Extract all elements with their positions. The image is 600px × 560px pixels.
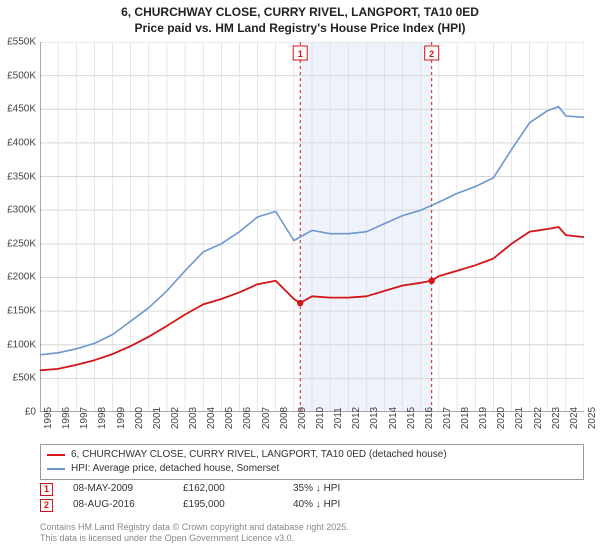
x-tick-label: 2011 <box>333 407 344 429</box>
x-tick-label: 2008 <box>279 407 290 429</box>
svg-text:2: 2 <box>429 49 434 59</box>
chart-svg: 12 <box>40 42 584 412</box>
y-tick-label: £400K <box>7 137 36 148</box>
chart-plot-area: 12 <box>40 42 584 412</box>
legend-row: 6, CHURCHWAY CLOSE, CURRY RIVEL, LANGPOR… <box>47 448 577 462</box>
x-tick-label: 2001 <box>152 407 163 429</box>
x-tick-label: 2009 <box>297 407 308 429</box>
legend-box: 6, CHURCHWAY CLOSE, CURRY RIVEL, LANGPOR… <box>40 444 584 480</box>
y-tick-label: £500K <box>7 70 36 81</box>
marker-date: 08-AUG-2016 <box>73 497 163 513</box>
x-tick-label: 2002 <box>170 407 181 429</box>
y-tick-label: £200K <box>7 272 36 283</box>
x-tick-label: 2015 <box>406 407 417 429</box>
y-tick-label: £0 <box>25 407 36 418</box>
legend-swatch <box>47 468 65 470</box>
y-tick-label: £250K <box>7 238 36 249</box>
x-tick-label: 2021 <box>514 407 525 429</box>
x-tick-label: 2007 <box>261 407 272 429</box>
x-tick-label: 2013 <box>369 407 380 429</box>
x-tick-label: 2024 <box>569 407 580 429</box>
y-tick-label: £100K <box>7 339 36 350</box>
x-tick-label: 2004 <box>206 407 217 429</box>
x-tick-label: 1998 <box>97 407 108 429</box>
x-tick-label: 2003 <box>188 407 199 429</box>
chart-title-line1: 6, CHURCHWAY CLOSE, CURRY RIVEL, LANGPOR… <box>0 4 600 20</box>
attribution-line2: This data is licensed under the Open Gov… <box>40 533 349 544</box>
marker-price: £195,000 <box>183 497 273 513</box>
x-tick-label: 2012 <box>351 407 362 429</box>
x-tick-label: 2022 <box>533 407 544 429</box>
svg-text:1: 1 <box>298 49 303 59</box>
marker-number: 2 <box>40 499 53 512</box>
x-tick-label: 2017 <box>442 407 453 429</box>
marker-date: 08-MAY-2009 <box>73 481 163 497</box>
y-tick-label: £350K <box>7 171 36 182</box>
legend: 6, CHURCHWAY CLOSE, CURRY RIVEL, LANGPOR… <box>40 444 584 480</box>
y-tick-label: £550K <box>7 37 36 48</box>
legend-label: HPI: Average price, detached house, Some… <box>71 462 279 476</box>
marker-number: 1 <box>40 483 53 496</box>
y-tick-label: £50K <box>13 373 36 384</box>
y-tick-label: £150K <box>7 306 36 317</box>
x-tick-label: 2019 <box>478 407 489 429</box>
x-tick-label: 1996 <box>61 407 72 429</box>
y-axis-labels: £0£50K£100K£150K£200K£250K£300K£350K£400… <box>0 42 38 412</box>
chart-title-block: 6, CHURCHWAY CLOSE, CURRY RIVEL, LANGPOR… <box>0 0 600 38</box>
x-tick-label: 1999 <box>116 407 127 429</box>
x-tick-label: 2020 <box>496 407 507 429</box>
y-tick-label: £300K <box>7 205 36 216</box>
x-tick-label: 1997 <box>79 407 90 429</box>
attribution: Contains HM Land Registry data © Crown c… <box>40 522 349 545</box>
marker-table-row: 2 08-AUG-2016 £195,000 40% ↓ HPI <box>40 497 584 513</box>
x-tick-label: 2018 <box>460 407 471 429</box>
legend-label: 6, CHURCHWAY CLOSE, CURRY RIVEL, LANGPOR… <box>71 448 447 462</box>
x-tick-label: 2014 <box>388 407 399 429</box>
y-tick-label: £450K <box>7 104 36 115</box>
x-tick-label: 2025 <box>587 407 598 429</box>
x-tick-label: 2010 <box>315 407 326 429</box>
marker-price: £162,000 <box>183 481 273 497</box>
x-tick-label: 2023 <box>551 407 562 429</box>
marker-delta: 35% ↓ HPI <box>293 481 383 497</box>
attribution-line1: Contains HM Land Registry data © Crown c… <box>40 522 349 533</box>
x-tick-label: 1995 <box>43 407 54 429</box>
x-tick-label: 2000 <box>134 407 145 429</box>
legend-row: HPI: Average price, detached house, Some… <box>47 462 577 476</box>
x-tick-label: 2005 <box>224 407 235 429</box>
legend-swatch <box>47 454 65 456</box>
x-tick-label: 2006 <box>242 407 253 429</box>
chart-title-line2: Price paid vs. HM Land Registry's House … <box>0 20 600 36</box>
x-tick-label: 2016 <box>424 407 435 429</box>
marker-delta: 40% ↓ HPI <box>293 497 383 513</box>
marker-table-row: 1 08-MAY-2009 £162,000 35% ↓ HPI <box>40 481 584 497</box>
x-axis-labels: 1995199619971998199920002001200220032004… <box>40 414 584 444</box>
sale-markers-table: 1 08-MAY-2009 £162,000 35% ↓ HPI 2 08-AUG-201… <box>40 481 584 513</box>
